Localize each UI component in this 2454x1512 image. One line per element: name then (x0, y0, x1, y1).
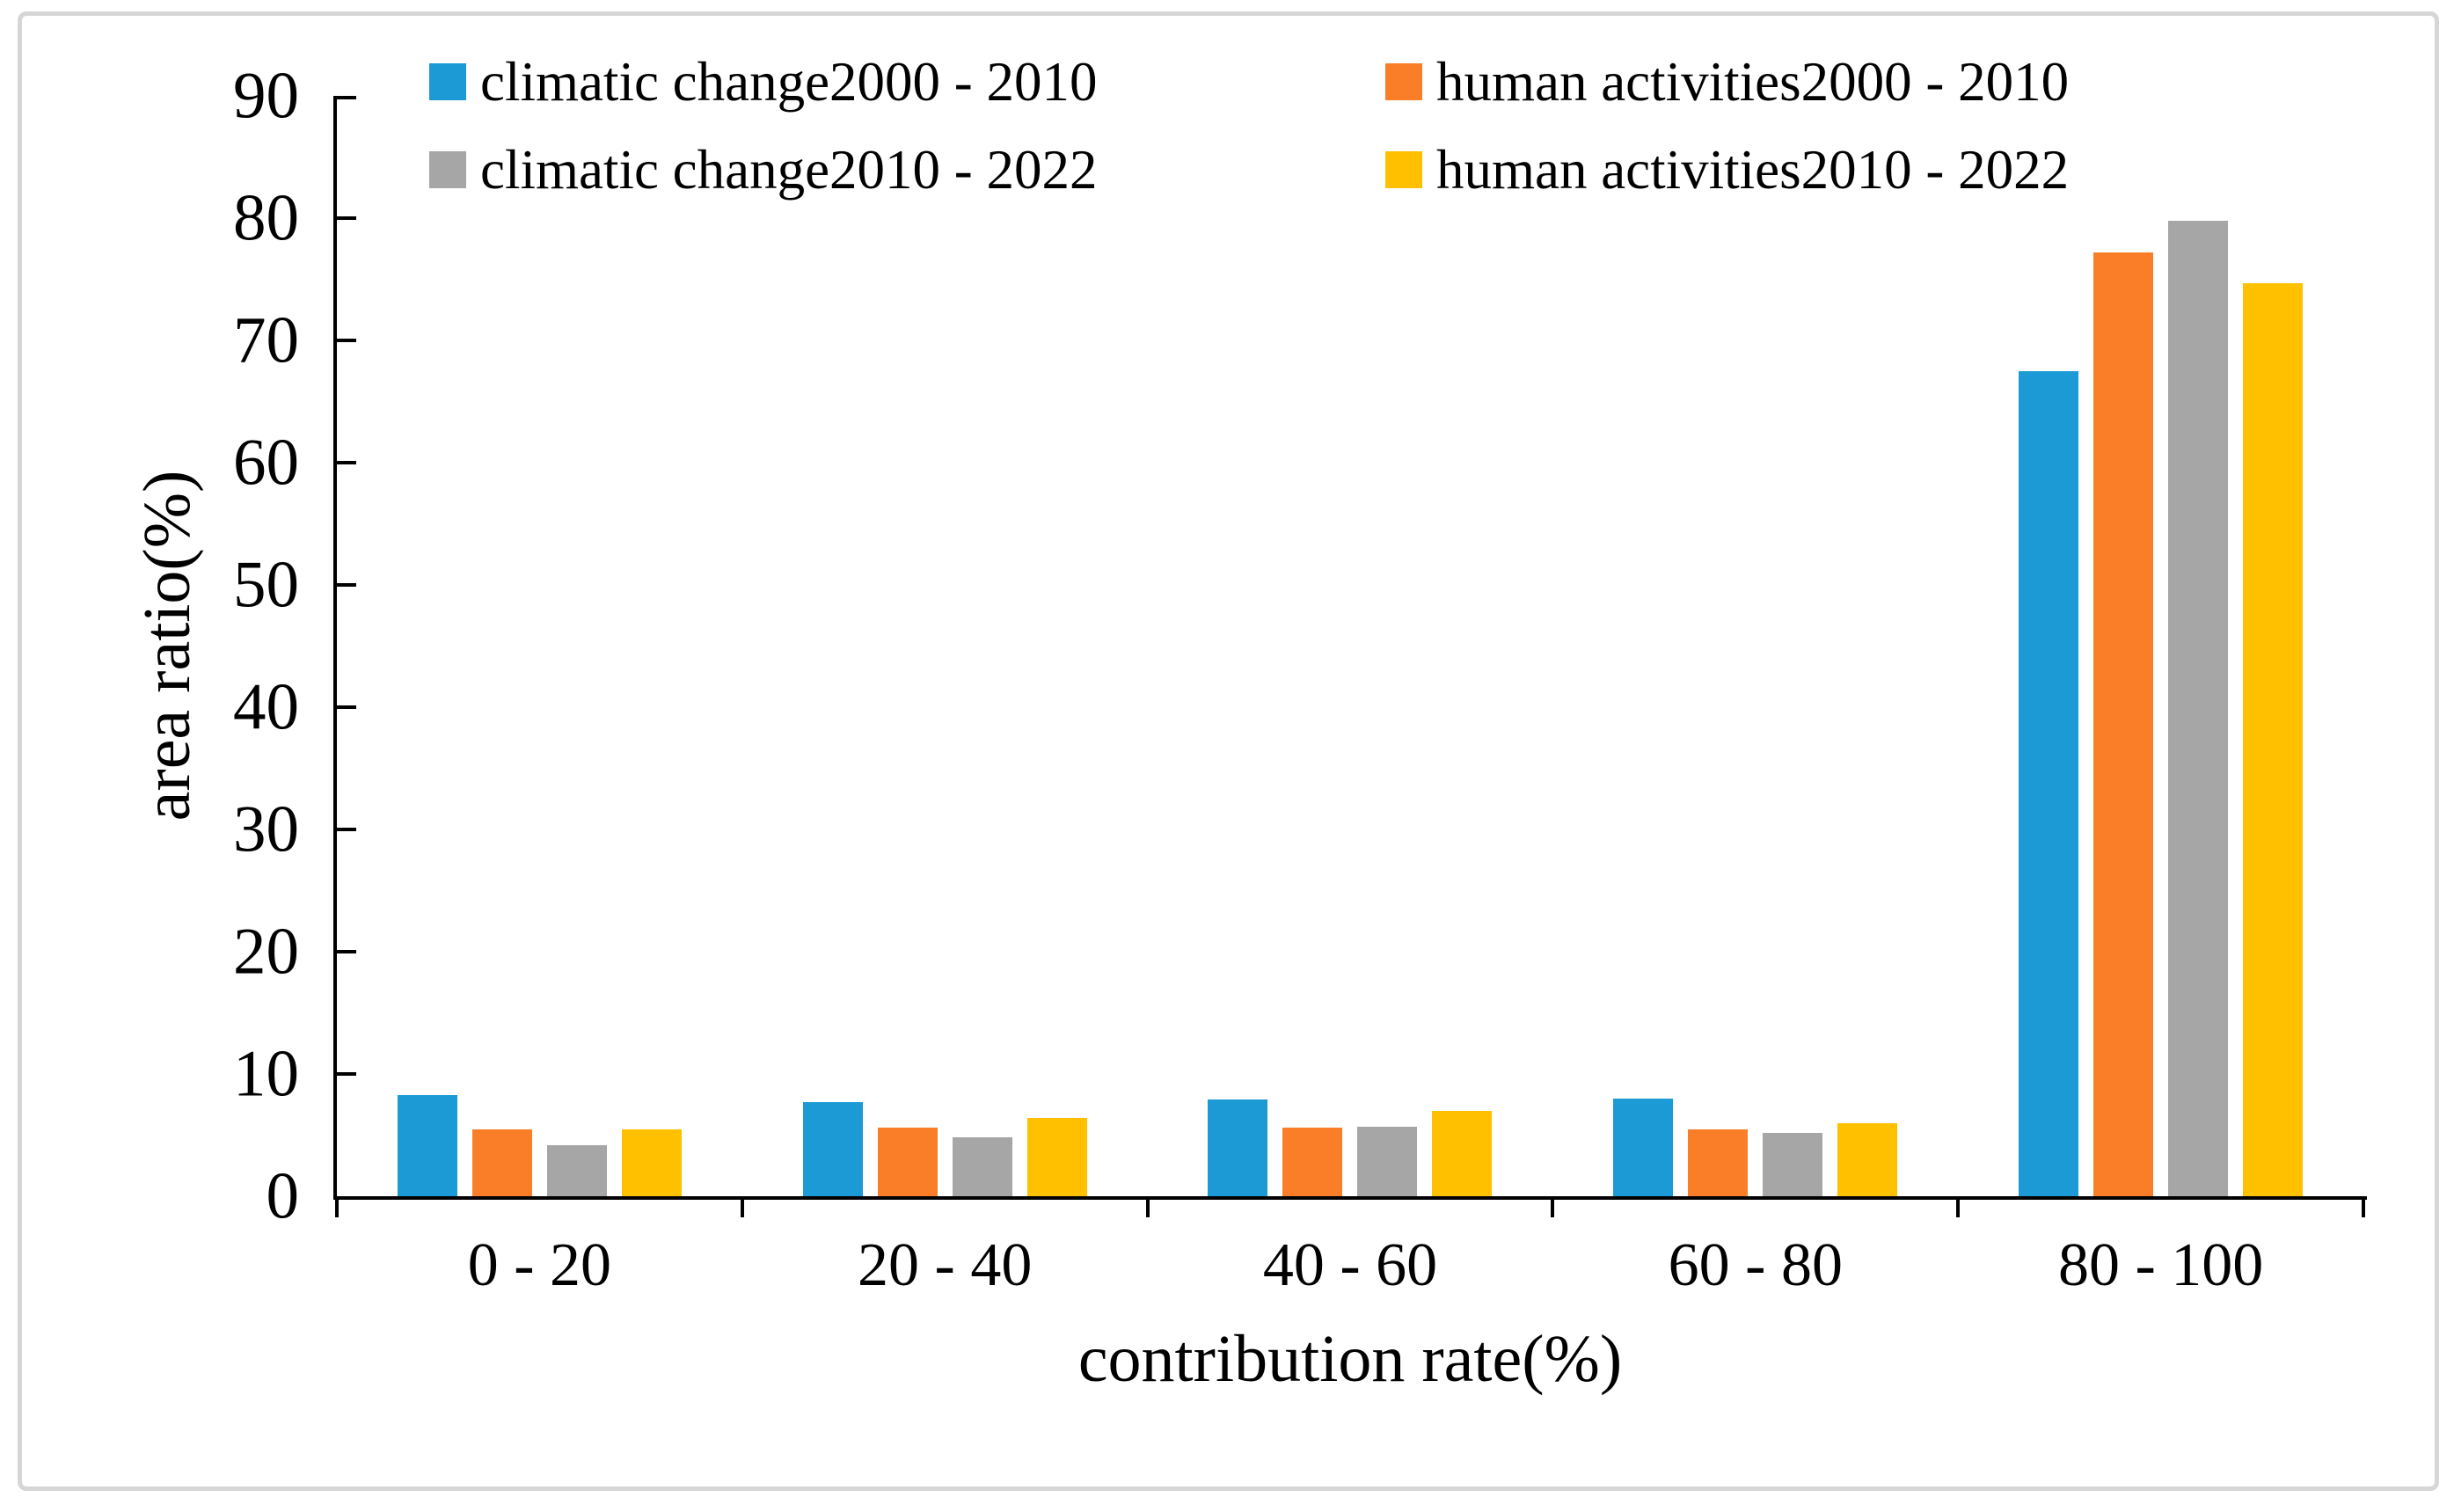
y-axis-tick (337, 1072, 356, 1076)
legend-swatch-icon (1385, 151, 1422, 188)
x-axis-tick (1145, 1200, 1150, 1217)
chart-legend: climatic change2000 - 2010 human activiti… (429, 51, 2069, 201)
x-category-label: 80 - 100 (2057, 1231, 2264, 1299)
y-tick-label: 60 (233, 426, 299, 500)
bar (397, 1094, 457, 1196)
legend-label: human activities2010 - 2022 (1436, 138, 2070, 201)
legend-label: climatic change2000 - 2010 (480, 50, 1098, 113)
bar-group (1958, 96, 2363, 1196)
x-axis-tick (2362, 1200, 2365, 1217)
y-axis-tick (337, 461, 356, 464)
y-axis-tick (337, 828, 356, 831)
y-tick-label: 20 (233, 915, 299, 989)
bar (621, 1129, 682, 1196)
legend-item: climatic change2000 - 2010 (429, 51, 1385, 113)
bar-group (1552, 96, 1958, 1196)
bar (802, 1102, 863, 1196)
bar-group (337, 96, 742, 1196)
bar (1208, 1099, 1268, 1196)
legend-item: climatic change2010 - 2022 (429, 139, 1385, 201)
bar (546, 1144, 607, 1196)
y-axis-title: area ratio(%) (130, 470, 204, 822)
bar-group (1148, 96, 1553, 1196)
bar (1432, 1110, 1493, 1196)
y-tick-label: 50 (233, 548, 299, 622)
y-tick-label: 80 (233, 181, 299, 255)
x-axis-tick (1551, 1200, 1555, 1217)
y-axis-line (333, 96, 337, 1200)
bar (1688, 1129, 1749, 1196)
legend-swatch-icon (429, 151, 466, 188)
y-tick-label: 90 (233, 59, 299, 133)
y-axis-tick (337, 216, 356, 220)
y-axis-tick (337, 583, 356, 587)
y-axis-tick (337, 96, 356, 99)
bar (1357, 1126, 1418, 1196)
bar (877, 1128, 938, 1196)
x-axis-title: contribution rate(%) (1077, 1322, 1623, 1396)
bar (952, 1137, 1012, 1196)
legend-label: climatic change2010 - 2022 (480, 138, 1098, 201)
legend-item: human activities2010 - 2022 (1385, 139, 2069, 201)
legend-swatch-icon (1385, 63, 1422, 100)
bar (2019, 370, 2079, 1196)
plot-area: 0 10 20 30 40 50 60 70 80 90 0 - 20 20 - 40 40 - 60 6… (233, 63, 2367, 1297)
bar (2093, 252, 2154, 1196)
x-category-label: 0 - 20 (467, 1231, 612, 1299)
legend-label: human activities2000 - 2010 (1436, 50, 2070, 113)
bar (2168, 220, 2229, 1196)
bar (1026, 1118, 1087, 1196)
y-axis-tick (337, 705, 356, 709)
x-axis-line (333, 1196, 2367, 1200)
x-category-label: 60 - 80 (1668, 1231, 1843, 1299)
x-axis-tick (740, 1200, 744, 1217)
y-tick-label: 30 (233, 793, 299, 866)
bar (471, 1129, 532, 1196)
legend-swatch-icon (429, 63, 466, 100)
bar-group (742, 96, 1148, 1196)
y-axis-tick (337, 339, 356, 342)
x-category-label: 20 - 40 (858, 1231, 1033, 1299)
x-category-label: 40 - 60 (1262, 1231, 1438, 1299)
y-tick-label: 70 (233, 303, 299, 377)
x-axis-tick (1956, 1200, 1961, 1217)
x-axis-tick (335, 1200, 339, 1217)
bar (1282, 1128, 1343, 1196)
legend-item: human activities2000 - 2010 (1385, 51, 2069, 113)
y-tick-label: 40 (233, 670, 299, 744)
bar (1613, 1098, 1674, 1196)
bar (2243, 282, 2304, 1196)
y-axis-tick (337, 950, 356, 953)
bar (1837, 1122, 1898, 1196)
y-tick-label: 0 (266, 1159, 300, 1233)
bar (1763, 1132, 1823, 1196)
y-tick-label: 10 (233, 1037, 299, 1111)
